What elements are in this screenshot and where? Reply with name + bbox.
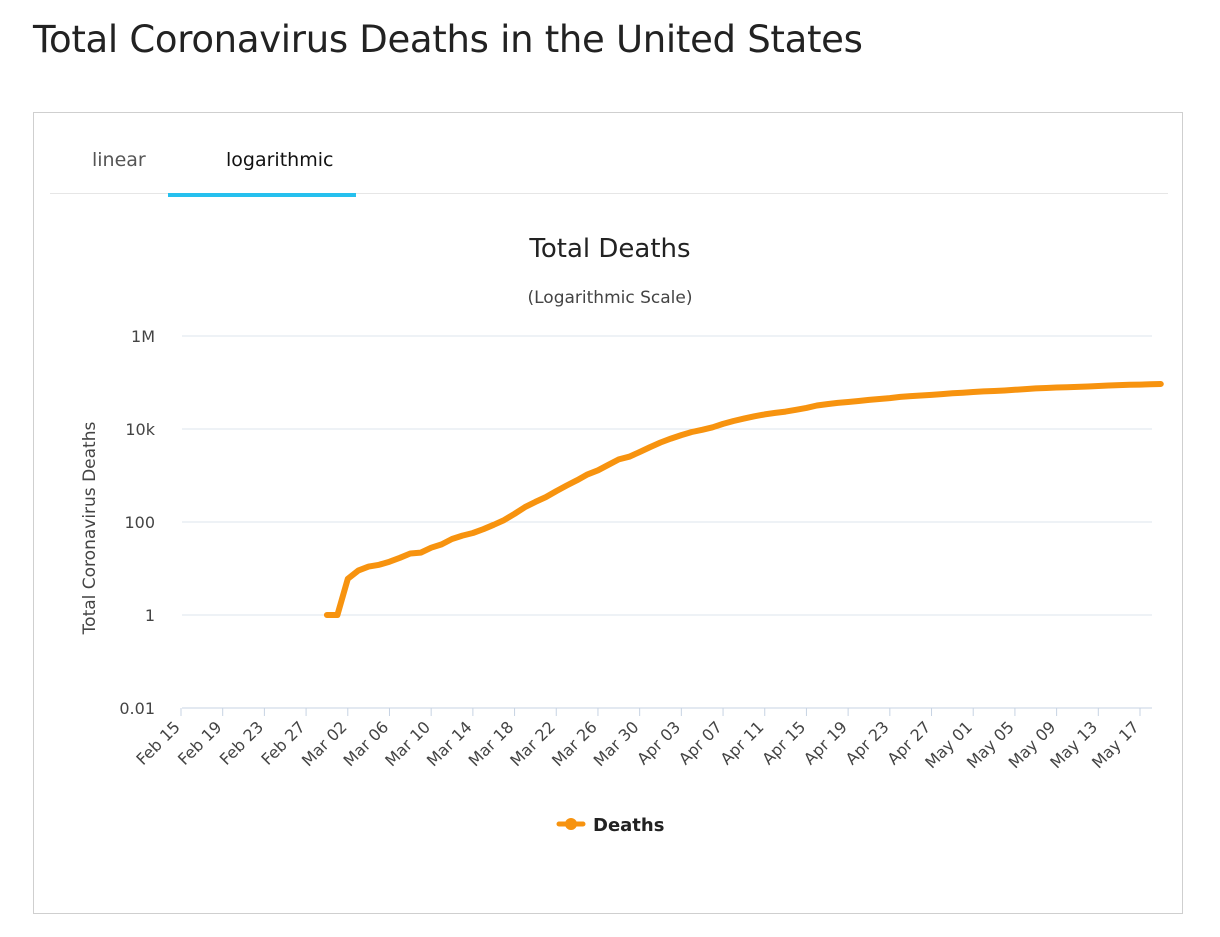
tab-linear[interactable]: linear: [92, 149, 146, 171]
x-tick-label: Mar 14: [423, 717, 476, 770]
x-tick-label: Mar 02: [298, 717, 351, 770]
deaths-chart: Total Deaths (Logarithmic Scale) Total C…: [80, 234, 1164, 836]
y-tick-label: 1M: [131, 327, 155, 346]
x-tick-label: Mar 10: [381, 717, 434, 770]
x-tick-label: Feb 19: [174, 717, 225, 768]
tab-logarithmic[interactable]: logarithmic: [226, 149, 334, 171]
x-tick-label: Mar 26: [548, 717, 601, 770]
page-title: Total Coronavirus Deaths in the United S…: [33, 18, 863, 61]
legend[interactable]: Deaths: [556, 815, 664, 836]
grid-lines: [182, 335, 1152, 709]
x-tick-label: Feb 15: [132, 717, 183, 768]
y-axis-label: Total Coronavirus Deaths: [80, 422, 100, 636]
chart-panel: linear logarithmic Total Deaths (Logarit…: [33, 112, 1183, 914]
deaths-line[interactable]: [323, 381, 1164, 618]
scale-tabs: linear logarithmic: [50, 113, 1168, 194]
chart-subtitle: (Logarithmic Scale): [528, 288, 693, 308]
y-axis-ticks: 1M 10k 100 1 0.01: [119, 327, 155, 718]
x-tick-label: Mar 06: [340, 717, 393, 770]
y-tick-label: 1: [145, 606, 155, 625]
x-tick-label: Mar 22: [506, 717, 559, 770]
chart-title: Total Deaths: [528, 234, 690, 264]
active-tab-indicator: [168, 193, 356, 197]
x-tick-label: Apr 15: [758, 717, 809, 768]
x-tick-label: Apr 19: [800, 717, 851, 768]
x-tick-label: Mar 18: [465, 717, 518, 770]
x-tick-label: Mar 30: [590, 717, 643, 770]
x-tick-label: Apr 23: [842, 717, 893, 768]
x-tick-label: Apr 03: [633, 717, 684, 768]
y-tick-label: 10k: [125, 420, 155, 439]
x-tick-label: May 17: [1088, 717, 1143, 772]
y-tick-label: 0.01: [119, 699, 155, 718]
series-deaths: [323, 381, 1164, 618]
y-tick-label: 100: [124, 513, 155, 532]
x-tick-label: Apr 07: [675, 717, 726, 768]
legend-deaths-label: Deaths: [593, 815, 664, 836]
legend-deaths-marker: [565, 818, 577, 830]
x-tick-label: Apr 11: [717, 717, 768, 768]
x-tick-label: Feb 23: [216, 717, 267, 768]
